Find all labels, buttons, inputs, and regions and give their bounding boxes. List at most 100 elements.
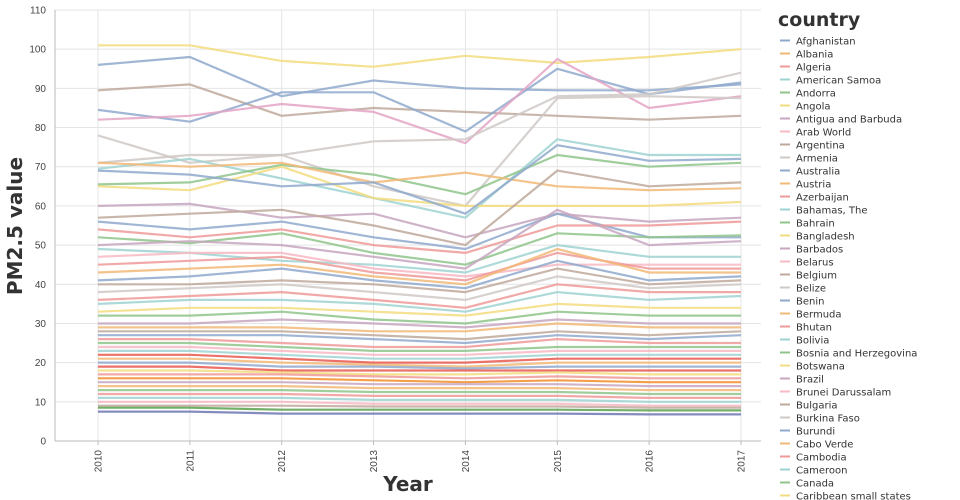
series-line-19 (97, 251, 741, 278)
y-tick-label: 30 (35, 319, 47, 330)
series-line-11 (97, 144, 742, 215)
legend-item: Belarus (780, 258, 834, 269)
legend-item: Canada (780, 479, 834, 490)
series-line-27 (97, 302, 741, 317)
series-line-45 (98, 385, 741, 392)
series-line-32 (98, 334, 742, 345)
x-tick-label: 2010 (94, 450, 105, 473)
legend-item: Algeria (780, 63, 831, 74)
legend-label: Brunei Darussalam (796, 388, 891, 399)
series-line-36 (98, 349, 741, 360)
series-line-18 (97, 244, 741, 274)
legend-item: Argentina (780, 141, 845, 152)
legend-item: Arab World (780, 128, 851, 139)
legend-label: Antigua and Barbuda (796, 115, 902, 126)
legend-label: Armenia (796, 154, 838, 165)
y-tick-labels: 0 10 20 30 40 50 60 70 80 90 100 110 (29, 6, 46, 448)
series-line-8 (97, 153, 742, 196)
series-line-15 (97, 220, 742, 254)
series-line-2 (97, 83, 742, 121)
legend-label: Afghanistan (796, 37, 856, 48)
series-line-13 (97, 169, 742, 247)
series-line-10 (97, 165, 742, 207)
series-line-46 (98, 389, 741, 396)
series-line-39 (98, 361, 741, 370)
legend-item: Albania (780, 50, 833, 61)
legend-label: Bhutan (796, 323, 832, 334)
legend-item: Armenia (780, 154, 838, 165)
legend-item: Austria (780, 180, 831, 191)
y-tick-label: 50 (35, 241, 47, 252)
x-tick-label: 2014 (461, 450, 472, 473)
series-line-22 (97, 259, 742, 290)
legend-item: Botswana (780, 362, 845, 373)
series-line-33 (98, 338, 741, 349)
legend-item: Australia (780, 167, 840, 178)
legend-items: Afghanistan Albania Algeria American Samoa A… (780, 37, 917, 500)
series-line-48 (98, 396, 741, 403)
legend-item: Andorra (780, 89, 836, 100)
y-tick-label: 20 (35, 358, 47, 369)
legend-label: Albania (796, 50, 833, 61)
legend-label: Bermuda (796, 310, 842, 321)
series-line-7 (97, 138, 741, 219)
legend-item: Bahamas, The (780, 206, 868, 217)
legend-label: Benin (796, 297, 824, 308)
legend-item: Bulgaria (780, 401, 837, 412)
series-line-30 (98, 322, 741, 333)
series-line-21 (97, 247, 741, 286)
series-line-17 (97, 208, 742, 270)
legend-label: Cabo Verde (796, 440, 853, 451)
legend-label: Bangladesh (796, 232, 855, 243)
legend-item: Bahrain (780, 219, 835, 230)
y-tick-label: 70 (35, 162, 47, 173)
series-line-37 (98, 353, 741, 364)
legend-label: Burkina Faso (796, 414, 860, 425)
y-tick-label: 110 (30, 6, 46, 17)
legend-label: Andorra (796, 89, 836, 100)
series-line-40 (98, 365, 741, 372)
legend-label: Botswana (796, 362, 845, 373)
series-line-31 (98, 330, 742, 341)
y-tick-label: 60 (35, 201, 47, 212)
series-line-34 (98, 341, 741, 352)
series-line-24 (97, 275, 742, 301)
y-tick-label: 90 (35, 84, 47, 95)
series-line-26 (97, 291, 742, 313)
series-line-29 (98, 318, 741, 329)
legend-item: Bosnia and Herzegovina (780, 349, 917, 360)
series-line-0 (98, 44, 742, 68)
series-layer (97, 44, 742, 416)
legend-item: Burkina Faso (780, 414, 860, 425)
y-axis-title: PM2.5 value (3, 157, 27, 295)
legend-item: American Samoa (780, 76, 881, 87)
y-tick-label: 40 (35, 280, 47, 291)
legend-label: Algeria (796, 63, 831, 74)
series-line-1 (97, 55, 742, 98)
series-line-9 (97, 161, 742, 192)
legend-item: Burundi (780, 427, 835, 438)
x-tick-labels: 2010 2011 2012 2013 2014 2015 2016 2017 (94, 441, 748, 472)
series-line-14 (97, 212, 741, 251)
series-line-42 (98, 373, 741, 380)
legend-label: Azerbaijan (796, 193, 849, 204)
axis-layer (54, 10, 761, 442)
x-tick-label: 2013 (369, 450, 380, 473)
legend-label: Bahrain (796, 219, 835, 230)
legend-label: Canada (796, 479, 834, 490)
y-tick-label: 80 (35, 123, 47, 134)
legend-item: Cameroon (780, 466, 847, 477)
legend-item: Brunei Darussalam (780, 388, 891, 399)
legend-item: Bangladesh (780, 232, 855, 243)
series-line-4 (97, 57, 742, 145)
legend-item: Benin (780, 297, 824, 308)
legend-item: Belize (780, 284, 826, 295)
legend-label: Australia (796, 167, 840, 178)
legend-label: Bosnia and Herzegovina (796, 349, 917, 360)
legend-item: Brazil (780, 375, 824, 386)
series-line-52 (98, 410, 741, 416)
legend-item: Afghanistan (780, 37, 856, 48)
legend-label: Cameroon (796, 466, 847, 477)
series-line-51 (98, 406, 741, 412)
